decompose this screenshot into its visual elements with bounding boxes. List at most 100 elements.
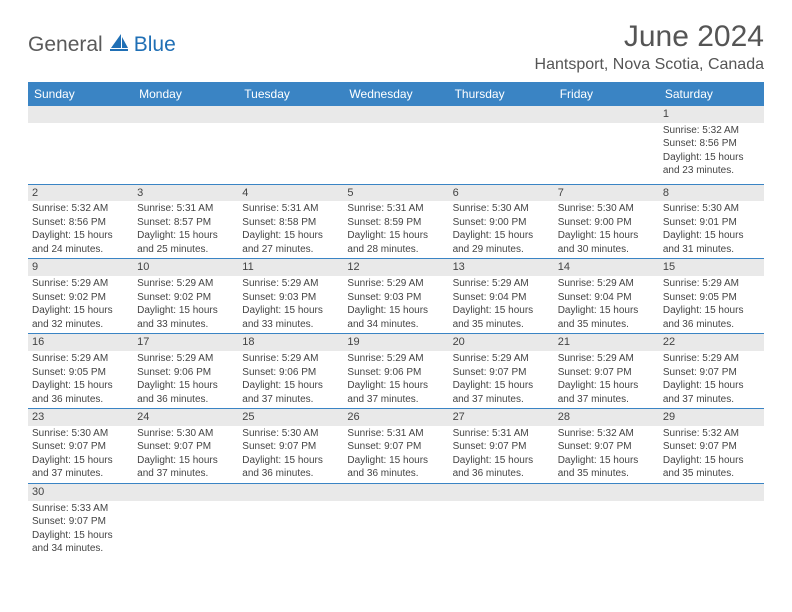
- calendar-day-cell: 29Sunrise: 5:32 AMSunset: 9:07 PMDayligh…: [659, 409, 764, 484]
- daylight-text: and 37 minutes.: [558, 393, 655, 407]
- sunrise-text: Sunrise: 5:29 AM: [242, 352, 339, 366]
- sunrise-text: Sunrise: 5:30 AM: [453, 202, 550, 216]
- sunrise-text: Sunrise: 5:32 AM: [558, 427, 655, 441]
- daylight-text: Daylight: 15 hours: [347, 454, 444, 468]
- daylight-text: Daylight: 15 hours: [32, 379, 129, 393]
- daylight-text: Daylight: 15 hours: [242, 454, 339, 468]
- sunrise-text: Sunrise: 5:29 AM: [32, 352, 129, 366]
- sunset-text: Sunset: 9:04 PM: [453, 291, 550, 305]
- daylight-text: and 28 minutes.: [347, 243, 444, 257]
- day-number: 3: [133, 185, 238, 202]
- daylight-text: Daylight: 15 hours: [453, 379, 550, 393]
- day-number: 17: [133, 334, 238, 351]
- sunrise-text: Sunrise: 5:31 AM: [347, 427, 444, 441]
- daylight-text: and 36 minutes.: [242, 467, 339, 481]
- calendar-week-row: 9Sunrise: 5:29 AMSunset: 9:02 PMDaylight…: [28, 259, 764, 334]
- day-number: [449, 484, 554, 501]
- calendar-day-cell: [133, 483, 238, 557]
- sunrise-text: Sunrise: 5:30 AM: [137, 427, 234, 441]
- day-details: Sunrise: 5:29 AMSunset: 9:05 PMDaylight:…: [659, 276, 764, 333]
- calendar-week-row: 16Sunrise: 5:29 AMSunset: 9:05 PMDayligh…: [28, 334, 764, 409]
- daylight-text: Daylight: 15 hours: [663, 304, 760, 318]
- calendar-day-cell: 15Sunrise: 5:29 AMSunset: 9:05 PMDayligh…: [659, 259, 764, 334]
- location-label: Hantsport, Nova Scotia, Canada: [535, 56, 764, 74]
- calendar-day-cell: 17Sunrise: 5:29 AMSunset: 9:06 PMDayligh…: [133, 334, 238, 409]
- sunset-text: Sunset: 9:00 PM: [453, 216, 550, 230]
- day-details: Sunrise: 5:29 AMSunset: 9:02 PMDaylight:…: [28, 276, 133, 333]
- calendar-day-cell: [554, 106, 659, 184]
- day-number: 18: [238, 334, 343, 351]
- day-details: Sunrise: 5:29 AMSunset: 9:07 PMDaylight:…: [449, 351, 554, 408]
- daylight-text: and 27 minutes.: [242, 243, 339, 257]
- day-number: 25: [238, 409, 343, 426]
- sunrise-text: Sunrise: 5:29 AM: [453, 277, 550, 291]
- sunrise-text: Sunrise: 5:32 AM: [663, 427, 760, 441]
- day-number: [449, 106, 554, 123]
- sunrise-text: Sunrise: 5:29 AM: [32, 277, 129, 291]
- sunrise-text: Sunrise: 5:31 AM: [347, 202, 444, 216]
- calendar-day-cell: 20Sunrise: 5:29 AMSunset: 9:07 PMDayligh…: [449, 334, 554, 409]
- day-number: 15: [659, 259, 764, 276]
- daylight-text: Daylight: 15 hours: [663, 379, 760, 393]
- sunset-text: Sunset: 9:06 PM: [242, 366, 339, 380]
- calendar-day-cell: 23Sunrise: 5:30 AMSunset: 9:07 PMDayligh…: [28, 409, 133, 484]
- day-number: [343, 484, 448, 501]
- day-details: Sunrise: 5:29 AMSunset: 9:06 PMDaylight:…: [133, 351, 238, 408]
- day-details: Sunrise: 5:31 AMSunset: 8:58 PMDaylight:…: [238, 201, 343, 258]
- day-details: Sunrise: 5:29 AMSunset: 9:04 PMDaylight:…: [449, 276, 554, 333]
- day-details: Sunrise: 5:29 AMSunset: 9:03 PMDaylight:…: [343, 276, 448, 333]
- calendar-day-cell: 16Sunrise: 5:29 AMSunset: 9:05 PMDayligh…: [28, 334, 133, 409]
- calendar-day-cell: 1Sunrise: 5:32 AMSunset: 8:56 PMDaylight…: [659, 106, 764, 184]
- sunrise-text: Sunrise: 5:31 AM: [242, 202, 339, 216]
- day-number: 8: [659, 185, 764, 202]
- day-details: Sunrise: 5:30 AMSunset: 9:07 PMDaylight:…: [133, 426, 238, 483]
- sunset-text: Sunset: 9:07 PM: [32, 515, 129, 529]
- day-number: [343, 106, 448, 123]
- sunset-text: Sunset: 9:06 PM: [137, 366, 234, 380]
- calendar-day-cell: 26Sunrise: 5:31 AMSunset: 9:07 PMDayligh…: [343, 409, 448, 484]
- daylight-text: and 34 minutes.: [347, 318, 444, 332]
- calendar-day-cell: 22Sunrise: 5:29 AMSunset: 9:07 PMDayligh…: [659, 334, 764, 409]
- day-number: [28, 106, 133, 123]
- day-details: Sunrise: 5:29 AMSunset: 9:05 PMDaylight:…: [28, 351, 133, 408]
- daylight-text: and 34 minutes.: [32, 542, 129, 556]
- day-number: 4: [238, 185, 343, 202]
- sunset-text: Sunset: 9:02 PM: [32, 291, 129, 305]
- day-number: 28: [554, 409, 659, 426]
- calendar-day-cell: 28Sunrise: 5:32 AMSunset: 9:07 PMDayligh…: [554, 409, 659, 484]
- day-number: 6: [449, 185, 554, 202]
- weekday-header: Wednesday: [343, 82, 448, 106]
- calendar-day-cell: 3Sunrise: 5:31 AMSunset: 8:57 PMDaylight…: [133, 184, 238, 259]
- weekday-header: Saturday: [659, 82, 764, 106]
- daylight-text: and 37 minutes.: [453, 393, 550, 407]
- sunrise-text: Sunrise: 5:29 AM: [663, 277, 760, 291]
- day-number: 24: [133, 409, 238, 426]
- calendar-day-cell: [343, 106, 448, 184]
- sunrise-text: Sunrise: 5:32 AM: [663, 124, 760, 138]
- day-number: 29: [659, 409, 764, 426]
- day-details: Sunrise: 5:31 AMSunset: 8:57 PMDaylight:…: [133, 201, 238, 258]
- sunset-text: Sunset: 9:00 PM: [558, 216, 655, 230]
- sunrise-text: Sunrise: 5:29 AM: [663, 352, 760, 366]
- sunrise-text: Sunrise: 5:30 AM: [663, 202, 760, 216]
- day-details: Sunrise: 5:30 AMSunset: 9:00 PMDaylight:…: [449, 201, 554, 258]
- calendar-day-cell: 25Sunrise: 5:30 AMSunset: 9:07 PMDayligh…: [238, 409, 343, 484]
- day-details: Sunrise: 5:29 AMSunset: 9:06 PMDaylight:…: [343, 351, 448, 408]
- day-number: [133, 106, 238, 123]
- calendar-week-row: 2Sunrise: 5:32 AMSunset: 8:56 PMDaylight…: [28, 184, 764, 259]
- calendar-day-cell: 6Sunrise: 5:30 AMSunset: 9:00 PMDaylight…: [449, 184, 554, 259]
- day-number: 5: [343, 185, 448, 202]
- sunset-text: Sunset: 9:07 PM: [663, 366, 760, 380]
- sunset-text: Sunset: 9:07 PM: [558, 366, 655, 380]
- calendar-day-cell: [449, 106, 554, 184]
- sunset-text: Sunset: 9:04 PM: [558, 291, 655, 305]
- sunrise-text: Sunrise: 5:30 AM: [558, 202, 655, 216]
- day-number: 19: [343, 334, 448, 351]
- sunset-text: Sunset: 9:06 PM: [347, 366, 444, 380]
- logo-text-general: General: [28, 33, 103, 57]
- sunrise-text: Sunrise: 5:32 AM: [32, 202, 129, 216]
- sunset-text: Sunset: 9:07 PM: [453, 366, 550, 380]
- sunrise-text: Sunrise: 5:29 AM: [453, 352, 550, 366]
- sunrise-text: Sunrise: 5:29 AM: [137, 277, 234, 291]
- calendar-day-cell: 14Sunrise: 5:29 AMSunset: 9:04 PMDayligh…: [554, 259, 659, 334]
